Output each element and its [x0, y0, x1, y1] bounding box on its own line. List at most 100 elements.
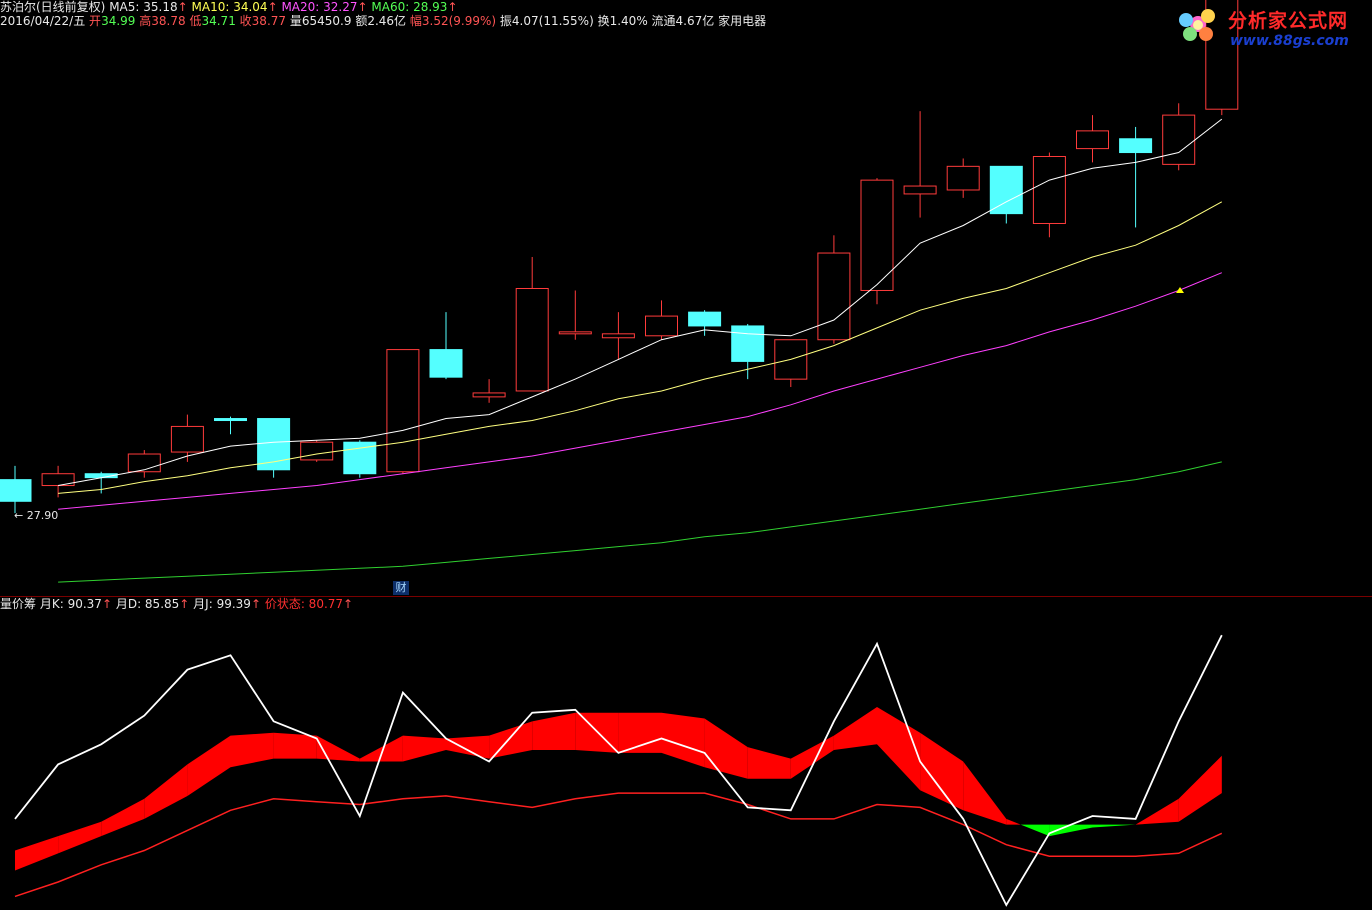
candle-body [774, 339, 808, 380]
d-value: 月D: 85.85 [115, 597, 180, 611]
amplitude: 振4.07(11.55%) [499, 14, 594, 28]
ma20-line [58, 272, 1222, 510]
state-arrow-icon: ↑ [343, 597, 354, 611]
state-value: 价状态: 80.77 [264, 597, 344, 611]
low-price-marker: ← 27.90 [14, 509, 59, 522]
candle-body [860, 179, 894, 291]
kd-fill [187, 735, 231, 796]
ma20-value: MA20: 32.27 [281, 0, 358, 14]
kd-fill [661, 712, 705, 768]
candle-body [558, 331, 592, 335]
kd-fill [359, 735, 403, 762]
ma5-arrow-icon: ↑ [177, 0, 188, 14]
ma60-arrow-icon: ↑ [447, 0, 458, 14]
kd-fill [446, 735, 490, 759]
kd-fill [877, 706, 921, 791]
date: 2016/04/22/五 [0, 14, 86, 28]
candle-body [214, 418, 247, 422]
logo [1172, 2, 1368, 52]
amount: 额2.46亿 [355, 14, 407, 28]
kd-fill [618, 712, 662, 753]
kd-fill [1049, 824, 1093, 837]
d-arrow-icon: ↑ [179, 597, 190, 611]
candle-body [688, 311, 722, 327]
close-value: 38.77 [251, 14, 287, 28]
ma10-arrow-icon: ↑ [267, 0, 278, 14]
kd-fill [316, 735, 360, 762]
candle-body [731, 325, 765, 362]
ma5-value: MA5: 35.18 [109, 0, 178, 14]
ma10-value: MA10: 34.04 [191, 0, 268, 14]
change: 幅3.52(9.99%) [409, 14, 497, 28]
candle-body [515, 288, 549, 392]
candle-body [170, 425, 204, 453]
candle-body [601, 333, 635, 339]
volume: 量65450.9 [289, 14, 352, 28]
logo-text: 分析家公式网 [1228, 10, 1349, 32]
candle-body [127, 453, 161, 473]
float-cap: 流通4.67亿 [651, 14, 715, 28]
candle-body [41, 473, 75, 487]
kd-fill [273, 732, 317, 759]
kd-fill [144, 764, 188, 819]
indicator-row: 量价筹 月K: 90.37↑ 月D: 85.85↑ 月J: 99.39↑ 价状态… [0, 597, 353, 611]
candle-body [343, 441, 377, 475]
high-label: 高 [139, 14, 152, 28]
candle-body [300, 441, 334, 461]
open-label: 开 [89, 14, 102, 28]
kd-fill [58, 821, 102, 854]
j-line [14, 634, 1223, 907]
kd-fill [1092, 824, 1136, 828]
kd-fill [1006, 818, 1021, 825]
kd-fill [230, 732, 274, 768]
signal-marker [1176, 287, 1184, 293]
kd-fill [402, 735, 446, 762]
candle-body [429, 349, 463, 378]
candle-body [1119, 138, 1153, 154]
kd-fill [704, 718, 748, 779]
candle-body [257, 418, 291, 471]
header-row-1: 苏泊尔(日线前复权) MA5: 35.18↑ MA10: 34.04↑ MA20… [0, 0, 458, 14]
kd-fill [790, 735, 834, 779]
j-arrow-icon: ↑ [250, 597, 261, 611]
indicator-name: 量价筹 [0, 597, 37, 611]
ma60-value: MA60: 28.93 [371, 0, 448, 14]
kd-fill [747, 747, 791, 779]
candle-body [1032, 155, 1066, 224]
kd-fill [920, 732, 964, 811]
flower-icon [1179, 9, 1215, 41]
candle-body [903, 185, 937, 195]
ref-line [14, 792, 1223, 898]
candle-body [1162, 114, 1196, 165]
kd-fill [963, 761, 1007, 825]
candle-body [472, 392, 506, 398]
candle-body [645, 315, 678, 337]
candle-body [817, 252, 851, 341]
kd-fill [1020, 824, 1050, 837]
candle-body [1076, 130, 1109, 150]
candle-body [386, 349, 420, 473]
kd-fill [532, 712, 576, 751]
low-label: 低 [189, 14, 202, 28]
panel-divider [0, 596, 1372, 597]
high-value: 38.78 [151, 14, 186, 28]
k-value: 月K: 90.37 [39, 597, 102, 611]
open-value: 34.99 [101, 14, 136, 28]
close-label: 收 [239, 14, 252, 28]
stock-name: 苏泊尔(日线前复权) [0, 0, 106, 14]
turnover: 换1.40% [597, 14, 648, 28]
ma60-line [58, 461, 1222, 583]
ma10-line [58, 201, 1223, 494]
low-value: 34.71 [201, 14, 236, 28]
logo-url: www.88gs.com [1230, 33, 1349, 49]
sector: 家用电器 [718, 14, 767, 28]
kd-fill [1178, 755, 1222, 822]
ma5-line [58, 118, 1223, 486]
candle-body [946, 165, 980, 191]
kd-fill [833, 706, 877, 751]
finance-badge[interactable]: 财 [393, 581, 409, 595]
kd-fill [101, 798, 145, 837]
kd-fill [1135, 798, 1179, 825]
header-row-2: 2016/04/22/五 开34.99 高38.78 低34.71 收38.77… [0, 14, 766, 28]
